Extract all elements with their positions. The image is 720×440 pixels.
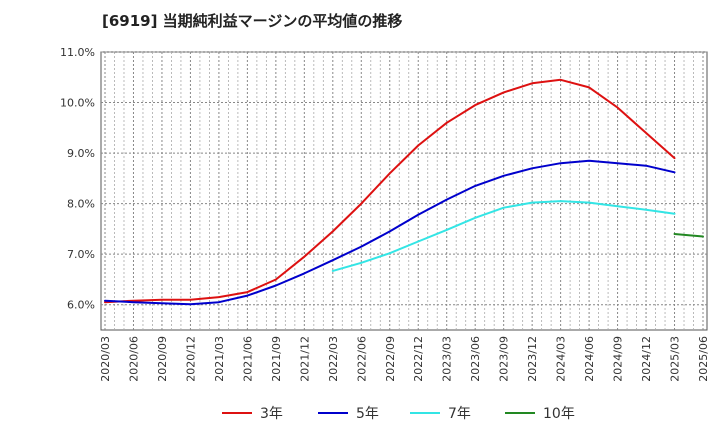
x-tick-label: 2024/06 — [583, 336, 596, 382]
series-line-10年 — [673, 233, 704, 238]
legend-label: 3年 — [260, 406, 283, 422]
y-tick-label: 9.0% — [67, 147, 95, 160]
x-tick-label: 2022/06 — [355, 336, 368, 382]
legend-label: 5年 — [356, 406, 379, 422]
series-line-5年 — [104, 159, 676, 306]
x-tick-label: 2021/06 — [241, 336, 254, 382]
x-tick-label: 2020/09 — [156, 336, 169, 382]
x-tick-label: 2024/09 — [612, 336, 625, 382]
x-tick-label: 2023/12 — [526, 336, 539, 382]
y-tick-label: 6.0% — [67, 299, 95, 312]
x-tick-label: 2020/03 — [99, 336, 112, 382]
legend-label: 10年 — [543, 406, 575, 422]
x-tick-label: 2024/12 — [640, 336, 653, 382]
x-tick-label: 2022/03 — [327, 336, 340, 382]
series-line-7年 — [331, 200, 676, 272]
x-tick-label: 2025/03 — [669, 336, 682, 382]
legend-label: 7年 — [448, 406, 471, 422]
y-tick-label: 7.0% — [67, 248, 95, 261]
x-tick-label: 2021/12 — [298, 336, 311, 382]
x-tick-label: 2022/12 — [412, 336, 425, 382]
x-tick-label: 2025/06 — [697, 336, 710, 382]
series-line-3年 — [104, 78, 676, 304]
y-tick-label: 11.0% — [60, 46, 95, 59]
x-tick-label: 2021/03 — [213, 336, 226, 382]
x-tick-label: 2021/09 — [270, 336, 283, 382]
y-tick-label: 8.0% — [67, 198, 95, 211]
plot-area — [100, 51, 708, 331]
x-tick-label: 2023/03 — [441, 336, 454, 382]
y-tick-label: 10.0% — [60, 97, 95, 110]
x-tick-label: 2023/06 — [469, 336, 482, 382]
x-tick-label: 2020/06 — [127, 336, 140, 382]
x-tick-label: 2022/09 — [384, 336, 397, 382]
x-tick-label: 2023/09 — [498, 336, 511, 382]
x-tick-label: 2024/03 — [555, 336, 568, 382]
x-tick-label: 2020/12 — [184, 336, 197, 382]
chart-title: [6919] 当期純利益マージンの平均値の推移 — [102, 12, 403, 30]
